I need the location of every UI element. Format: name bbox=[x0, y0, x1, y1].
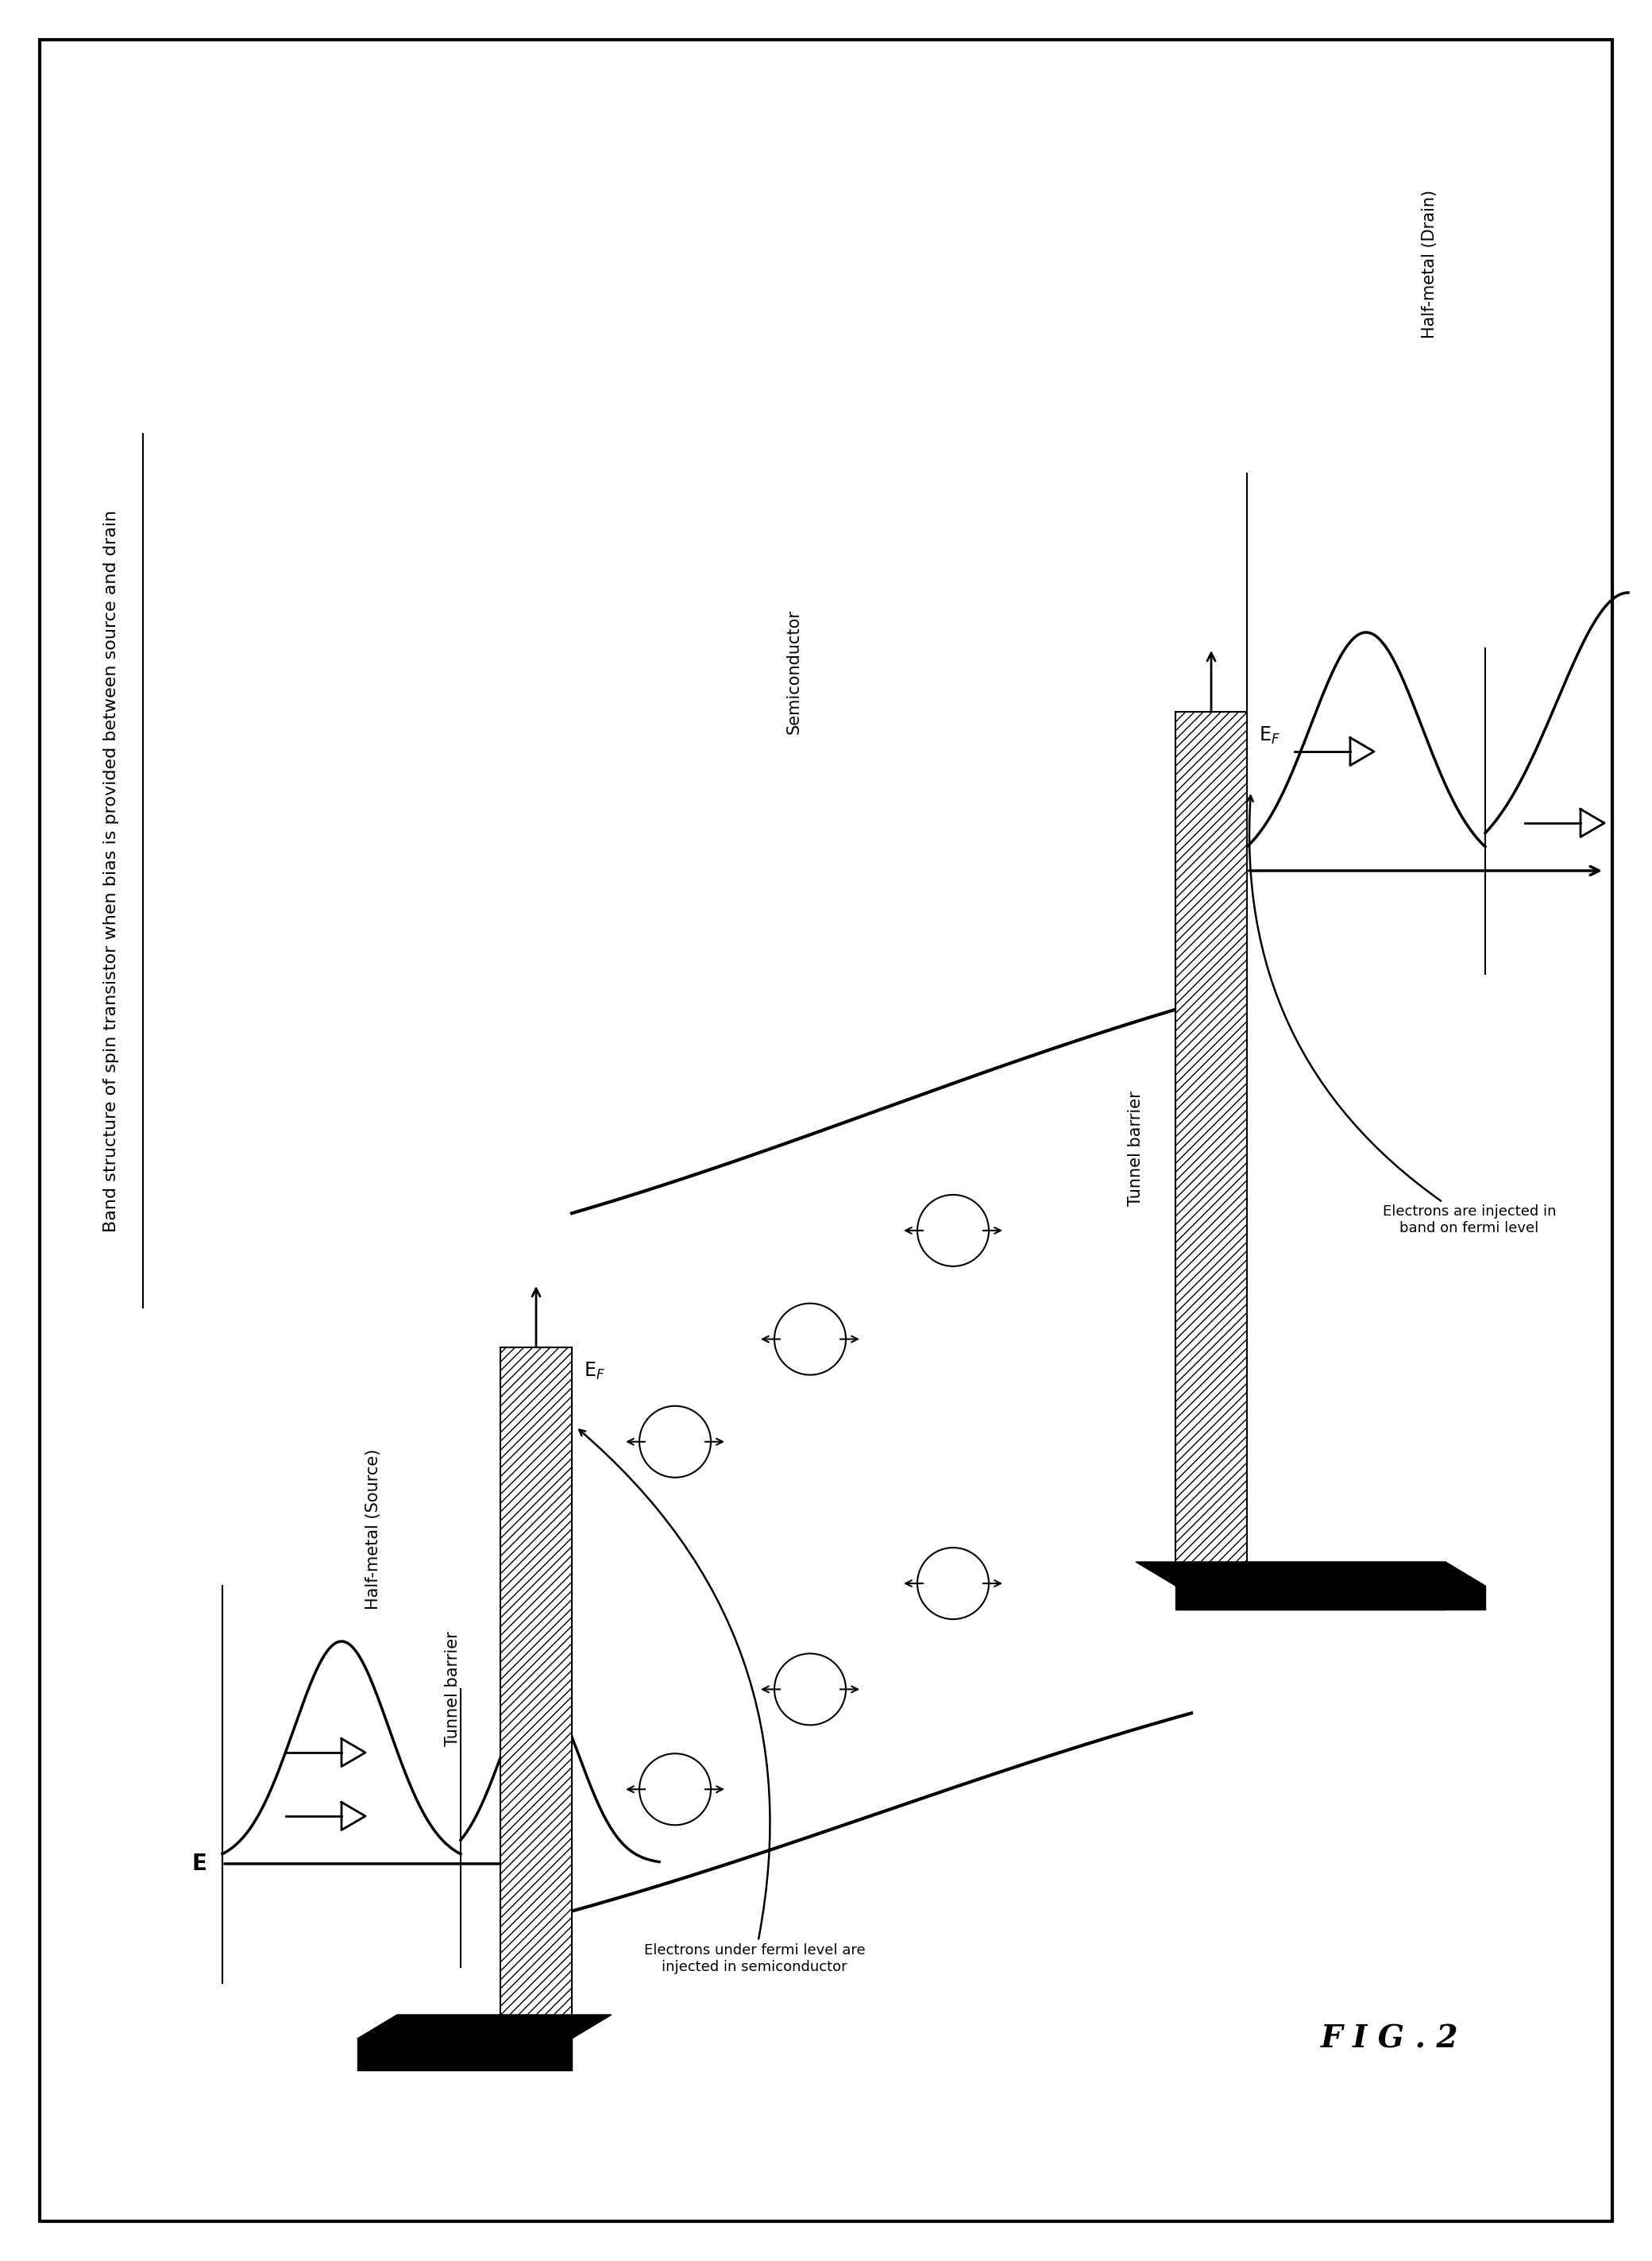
Bar bbox=[1176, 712, 1247, 1585]
Text: Electrons under fermi level are
injected in semiconductor: Electrons under fermi level are injected… bbox=[580, 1429, 866, 1974]
Polygon shape bbox=[357, 2039, 572, 2071]
Text: Tunnel barrier: Tunnel barrier bbox=[1128, 1092, 1143, 1207]
Text: E: E bbox=[192, 1852, 206, 1874]
Text: E$_F$: E$_F$ bbox=[1259, 726, 1280, 746]
Bar bbox=[501, 1348, 572, 2039]
Text: Half-metal (Drain): Half-metal (Drain) bbox=[1422, 190, 1437, 339]
Text: E$_F$: E$_F$ bbox=[583, 1361, 605, 1381]
Polygon shape bbox=[1176, 1585, 1485, 1610]
Text: Tunnel barrier: Tunnel barrier bbox=[444, 1632, 461, 1745]
Polygon shape bbox=[1176, 1562, 1446, 1610]
Text: Band structure of spin transistor when bias is provided between source and drain: Band structure of spin transistor when b… bbox=[102, 509, 119, 1232]
Text: Half-metal (Source): Half-metal (Source) bbox=[365, 1449, 382, 1610]
Polygon shape bbox=[357, 2015, 611, 2039]
Polygon shape bbox=[1137, 1562, 1485, 1585]
Text: Electrons are injected in
band on fermi level: Electrons are injected in band on fermi … bbox=[1247, 796, 1556, 1235]
Text: Semiconductor: Semiconductor bbox=[786, 610, 803, 735]
Text: E: E bbox=[1216, 859, 1231, 882]
Text: F I G . 2: F I G . 2 bbox=[1322, 2024, 1459, 2053]
